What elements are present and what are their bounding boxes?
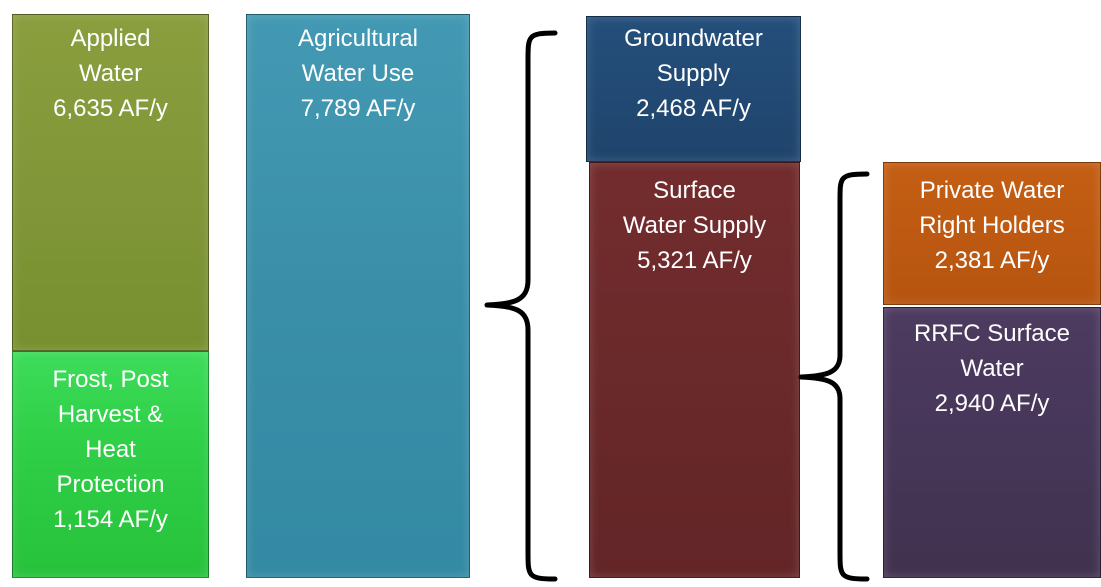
private-label-line2: Right Holders <box>919 212 1065 239</box>
ag-use-value: 7,789 AF/y <box>300 95 416 122</box>
applied-water-box: Applied Water 6,635 AF/y <box>12 14 209 351</box>
frost-label-line4: Protection <box>56 471 165 498</box>
private-label-line1: Private Water <box>919 177 1065 204</box>
frost-label-line1: Frost, Post <box>52 366 169 393</box>
frost-protection-box: Frost, Post Harvest & Heat Protection 1,… <box>12 351 209 578</box>
surface-value: 5,321 AF/y <box>637 247 752 274</box>
frost-label-line3: Heat <box>85 436 136 463</box>
rrfc-surface-water-box: RRFC Surface Water 2,940 AF/y <box>883 307 1101 578</box>
ag-use-label-line2: Water Use <box>301 60 415 87</box>
ag-use-label-line1: Agricultural <box>297 25 419 52</box>
rrfc-value: 2,940 AF/y <box>934 390 1050 417</box>
small-curly-brace <box>798 171 870 582</box>
applied-water-label-line2: Water <box>78 60 143 87</box>
frost-value: 1,154 AF/y <box>53 506 168 533</box>
large-curly-brace <box>484 30 558 582</box>
surface-label-line1: Surface <box>653 177 736 204</box>
private-water-right-holders-box: Private Water Right Holders 2,381 AF/y <box>883 162 1101 305</box>
groundwater-supply-box: Groundwater Supply 2,468 AF/y <box>586 16 801 162</box>
surface-water-supply-box: Surface Water Supply 5,321 AF/y <box>589 162 800 578</box>
rrfc-label-line2: Water <box>960 355 1024 382</box>
private-value: 2,381 AF/y <box>934 247 1050 274</box>
groundwater-label-line1: Groundwater <box>624 25 763 52</box>
applied-water-label-line1: Applied <box>70 25 151 52</box>
applied-water-value: 6,635 AF/y <box>53 95 168 122</box>
frost-label-line2: Harvest & <box>57 401 164 428</box>
agricultural-water-use-box: Agricultural Water Use 7,789 AF/y <box>246 14 470 578</box>
groundwater-label-line2: Supply <box>656 60 731 87</box>
groundwater-value: 2,468 AF/y <box>636 95 751 122</box>
rrfc-label-line1: RRFC Surface <box>913 320 1071 347</box>
surface-label-line2: Water Supply <box>622 212 767 239</box>
